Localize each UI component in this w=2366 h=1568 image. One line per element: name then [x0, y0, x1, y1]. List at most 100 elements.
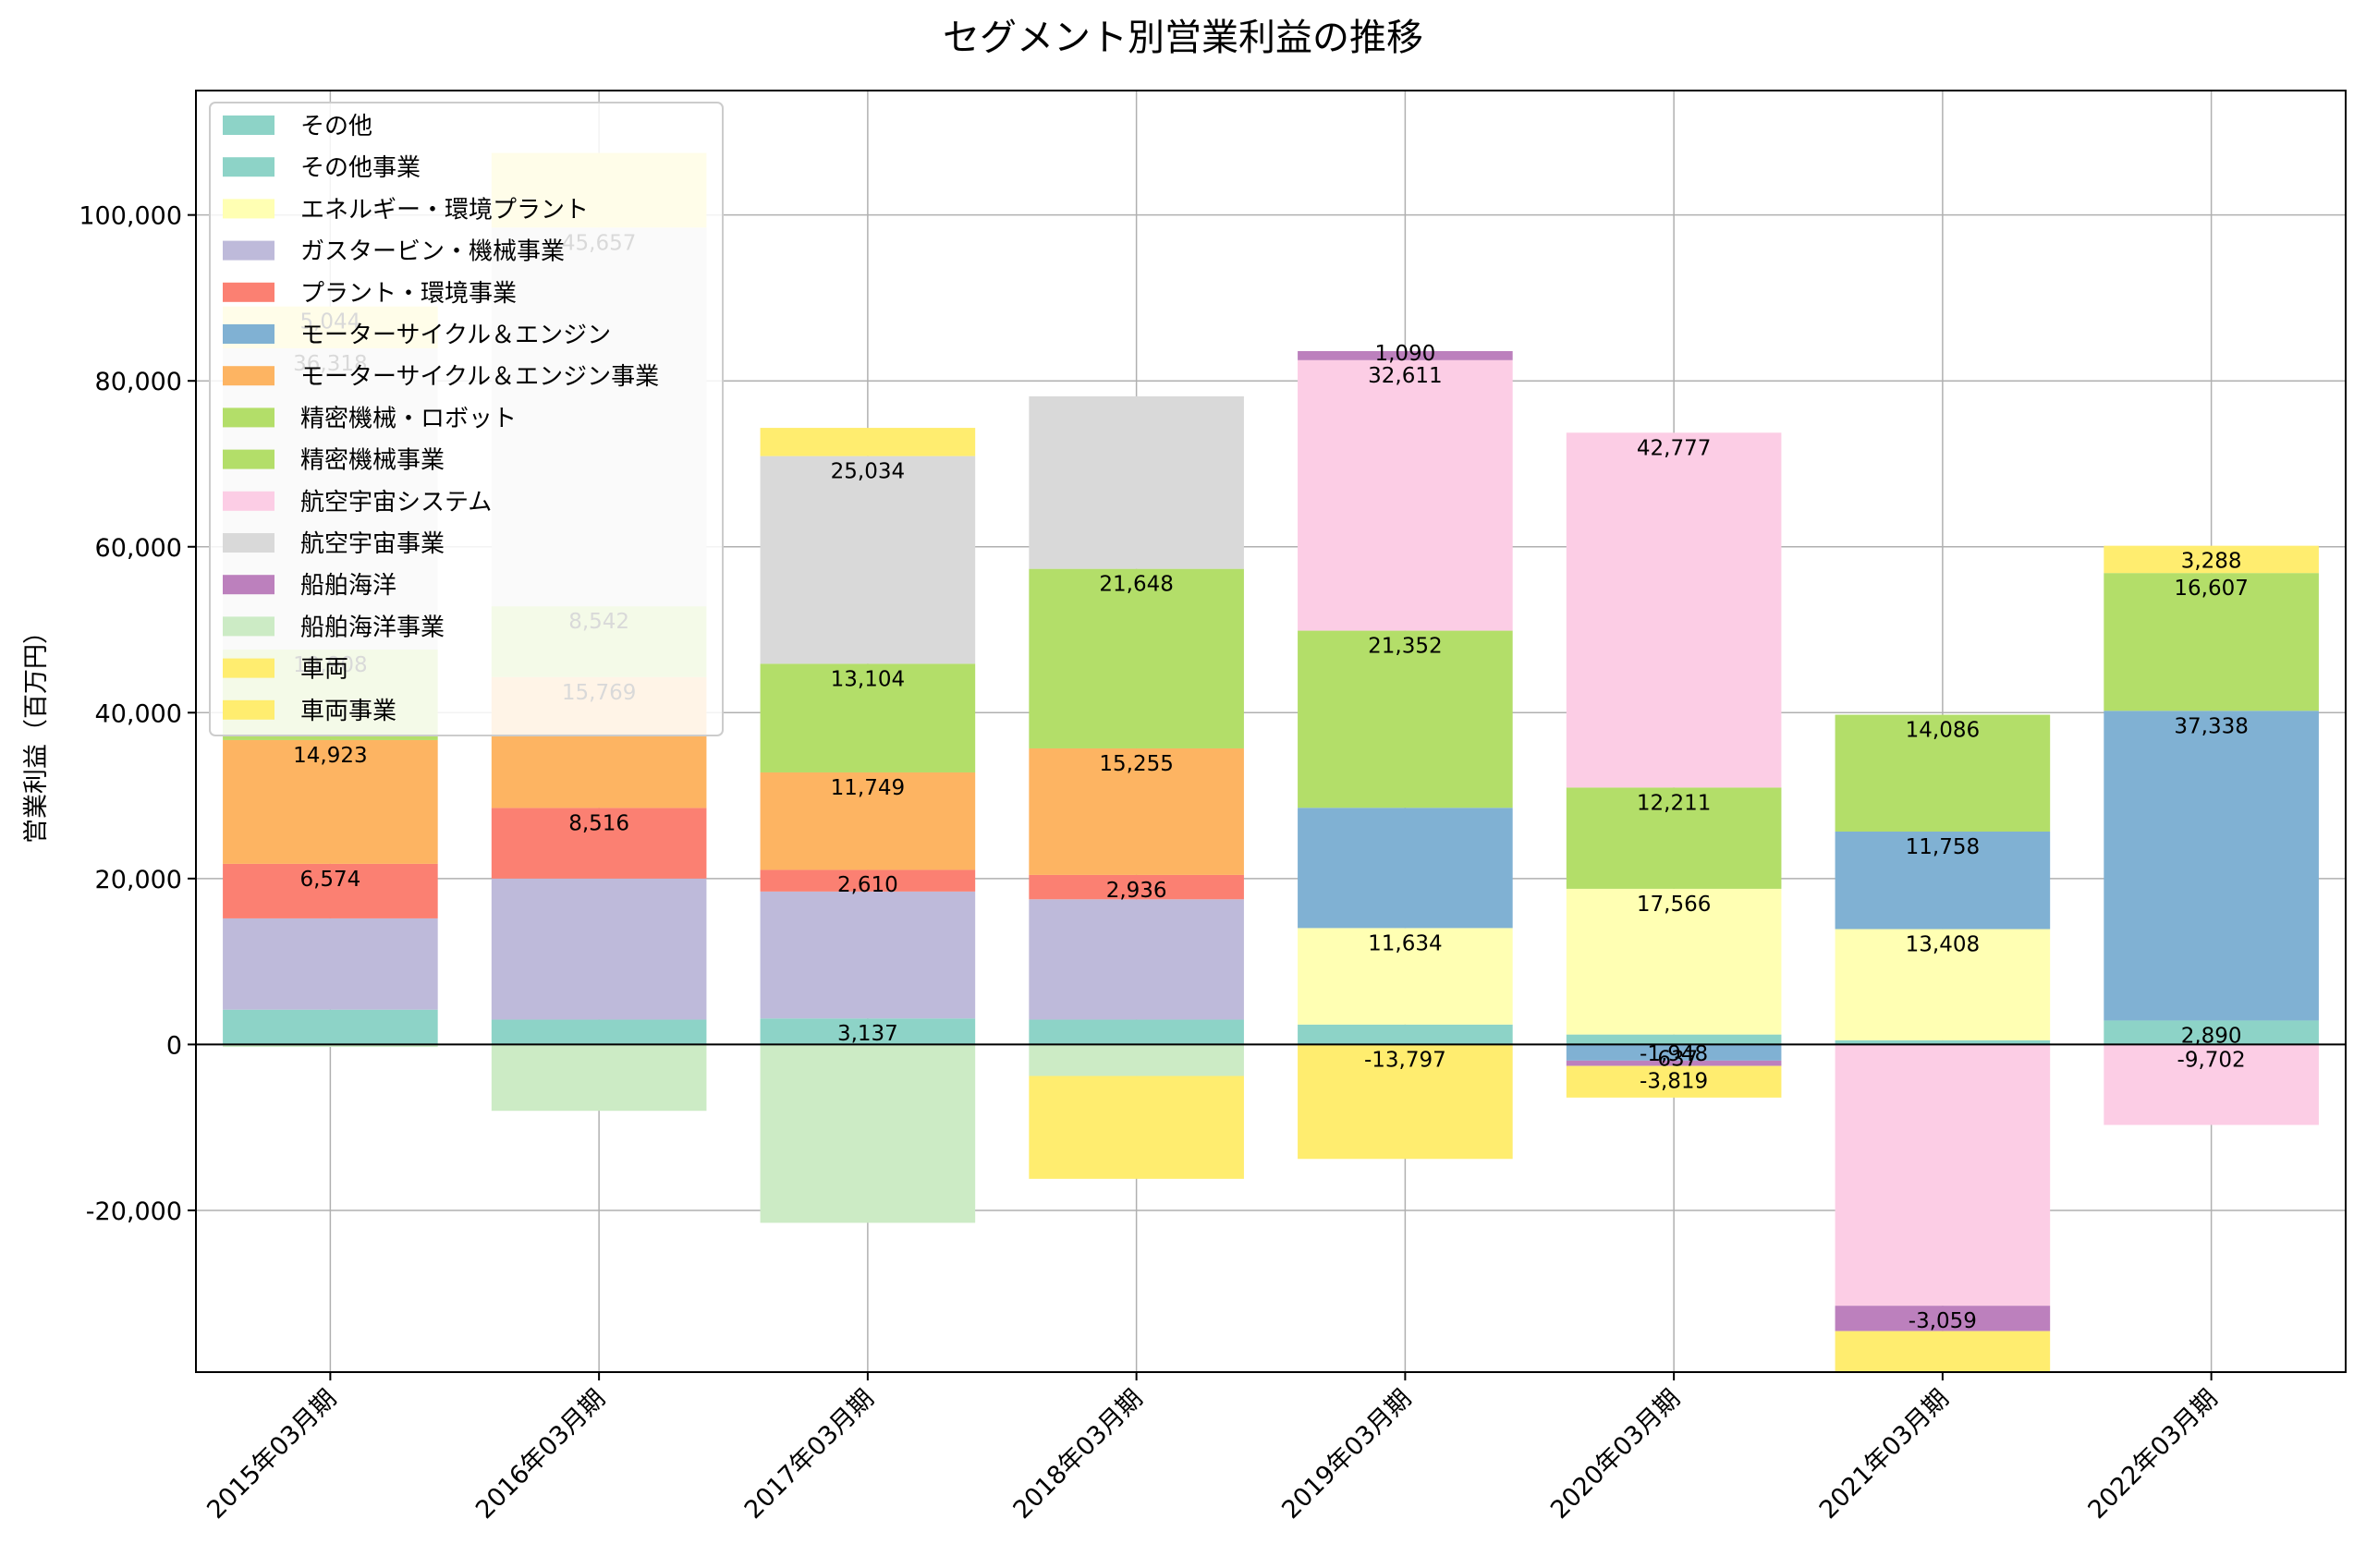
bar-segment [1029, 568, 1244, 748]
chart-title: セグメント別営業利益の推移 [943, 17, 1423, 59]
legend-label: 船舶海洋 [300, 572, 396, 600]
legend-swatch [223, 616, 274, 637]
bar-segment [1835, 1306, 2051, 1331]
data-label: -1,948 [1640, 1042, 1708, 1066]
bar-segment [1835, 831, 2051, 930]
bar-segment [223, 739, 438, 864]
data-label: 42,777 [1637, 436, 1711, 460]
x-tick-label: 2020年03月期 [1545, 1384, 1686, 1525]
legend-swatch [223, 699, 274, 720]
data-label: 11,634 [1368, 931, 1442, 955]
bar-segment [760, 1018, 976, 1045]
data-label: 14,923 [293, 744, 367, 768]
data-label: 32,611 [1368, 364, 1442, 388]
x-tick-label: 2018年03月期 [1007, 1384, 1148, 1525]
y-tick-label: -20,000 [86, 1197, 182, 1226]
data-label: 37,338 [2174, 714, 2248, 738]
legend-label: 航空宇宙事業 [300, 530, 445, 558]
bar-segment [1298, 351, 1513, 360]
legend: その他その他事業エネルギー・環境プラントガスタービン・機械事業プラント・環境事業… [209, 102, 724, 736]
bar-segment [1835, 929, 2051, 1040]
bar-segment [2104, 711, 2319, 1021]
y-tick-label: 100,000 [79, 202, 182, 231]
bar-segment [1566, 1065, 1782, 1098]
bar-segment [1566, 888, 1782, 1035]
data-label: 3,137 [837, 1022, 898, 1046]
y-tick-label: 80,000 [95, 368, 182, 396]
data-label: 3,288 [2181, 550, 2242, 574]
bars [223, 152, 2319, 1373]
bar-segment [1298, 359, 1513, 631]
bar-segment [760, 428, 976, 456]
bar-segment [760, 772, 976, 870]
legend-swatch [223, 449, 274, 469]
legend-label: プラント・環境事業 [300, 280, 517, 308]
data-label: -13,797 [1364, 1048, 1446, 1072]
data-label: 2,936 [1106, 879, 1167, 903]
data-label: 13,408 [1906, 933, 1980, 957]
y-axis: -20,000 0 20,000 40,000 60,000 80,000 100,000 [79, 202, 196, 1226]
data-label: -9,702 [2177, 1048, 2246, 1072]
bar-segment [1298, 808, 1513, 929]
data-label: 21,352 [1368, 635, 1442, 659]
x-tick-label: 2016年03月期 [470, 1384, 611, 1525]
data-label: 15,255 [1099, 752, 1173, 776]
data-label: -637 [1650, 1048, 1698, 1072]
x-tick-label: 2021年03月期 [1814, 1384, 1955, 1525]
bar-segment [1566, 1044, 1782, 1061]
x-tick-label: 2019年03月期 [1276, 1384, 1417, 1525]
data-label: 2,610 [837, 873, 898, 897]
bar-segment [1566, 1034, 1782, 1045]
legend-swatch [223, 533, 274, 553]
data-label: 6,574 [299, 868, 360, 892]
legend-label: モーターサイクル＆エンジン事業 [300, 363, 659, 391]
plot-frame [195, 90, 2347, 1373]
legend-box [209, 102, 724, 736]
data-label: 14,086 [1906, 719, 1980, 743]
y-tick-label: 40,000 [95, 699, 182, 728]
legend-label: 車両 [300, 656, 348, 684]
bar-segment [491, 1044, 707, 1112]
legend-swatch [223, 407, 274, 428]
data-label: 11,758 [1906, 835, 1980, 859]
bar-segment [491, 1019, 707, 1045]
legend-swatch [223, 366, 274, 386]
bar-segment [1029, 874, 1244, 900]
bar-segment [2104, 1044, 2319, 1125]
bar-segment [760, 1044, 976, 1223]
bar-segment [1298, 630, 1513, 808]
data-label: 17,566 [1637, 893, 1711, 917]
bar-segment [1835, 714, 2051, 832]
y-axis-label: 営業利益（百万円） [22, 619, 51, 844]
bar-segment [1566, 787, 1782, 889]
bar-segment [1029, 899, 1244, 1020]
bar-segment [1835, 1044, 2051, 1307]
bar-segment [2104, 545, 2319, 574]
data-label: 11,749 [831, 776, 905, 800]
data-label: 16,607 [2174, 577, 2248, 601]
legend-label: ガスタービン・機械事業 [300, 238, 565, 266]
legend-label: 精密機械事業 [300, 447, 445, 475]
legend-swatch [223, 199, 274, 219]
bar-segment [1298, 1044, 1513, 1160]
bar-segment [1029, 1076, 1244, 1179]
legend-swatch [223, 157, 274, 177]
legend-swatch [223, 658, 274, 678]
x-axis: 2015年03月期 2016年03月期 2017年03月期 2018年03月期 2019… [201, 1372, 2224, 1525]
legend-label: エネルギー・環境プラント [300, 196, 589, 224]
data-label: 1,090 [1374, 342, 1435, 366]
y-tick-label: 0 [166, 1031, 182, 1060]
bar-segment [1029, 748, 1244, 875]
bar-segment [2104, 1020, 2319, 1045]
bar-segment [760, 456, 976, 664]
legend-label: モーターサイクル＆エンジン [300, 322, 611, 349]
legend-swatch [223, 240, 274, 261]
data-label: 21,648 [1099, 573, 1173, 597]
bar-segment [1835, 1039, 2051, 1045]
bar-segment [2104, 573, 2319, 711]
legend-label: 精密機械・ロボット [300, 405, 517, 432]
bar-segment [760, 869, 976, 892]
bar-segment [760, 663, 976, 772]
data-label: 25,034 [831, 460, 905, 484]
legend-swatch [223, 491, 274, 511]
